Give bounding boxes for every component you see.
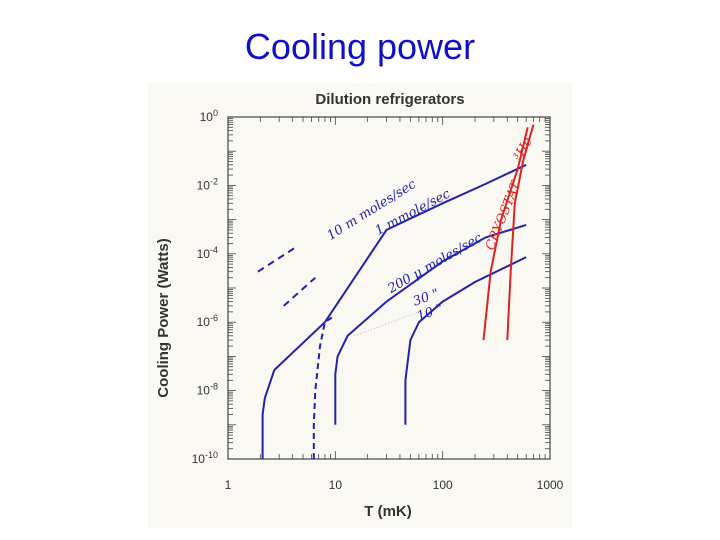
series-line-10mmoles-link — [273, 321, 326, 371]
y-tick-label: 100 — [200, 108, 218, 124]
label-cryostat: CRYOSTAT — [483, 178, 525, 252]
series-line-2 — [334, 223, 527, 425]
y-tick-label: 10-10 — [192, 450, 218, 466]
y-tick-label: 10-4 — [197, 245, 218, 261]
series-line-3 — [404, 256, 527, 425]
chart-title: Dilution refrigerators — [315, 91, 464, 108]
series-layer — [257, 124, 535, 459]
x-tick-label: 1 — [225, 478, 232, 492]
series-line-10mmoles-low — [261, 369, 276, 459]
y-axis-label: Cooling Power (Watts) — [155, 238, 172, 397]
cryostat-curve-0 — [482, 127, 529, 341]
x-tick-label: 1000 — [537, 478, 564, 492]
series-line-10mmoles — [324, 163, 527, 323]
series-dashed-extension-2 — [283, 276, 316, 307]
y-tick-label: 10-6 — [197, 313, 218, 329]
series-dashed-extension — [257, 246, 296, 273]
axis-ticks — [227, 117, 550, 460]
label-3he: ³He — [511, 135, 536, 164]
x-tick-label: 10 — [329, 478, 343, 492]
slide-title: Cooling power — [244, 26, 476, 67]
series-line-1 — [312, 314, 336, 459]
chart-figure: Dilution refrigerators 1 10 100 1000 100 10-2… — [148, 82, 572, 528]
y-tick-label: 10-8 — [197, 382, 218, 398]
tick-labels: 1 10 100 1000 100 10-2 10-4 10-6 10-8 10-10 — [192, 108, 564, 492]
dotted-connector — [354, 311, 420, 337]
cryostat-curve-1 — [506, 124, 535, 341]
x-axis-label: T (mK) — [364, 503, 412, 520]
cooling-power-chart: Dilution refrigerators 1 10 100 1000 100 10-2… — [155, 91, 564, 520]
y-tick-label: 10-2 — [197, 176, 218, 192]
x-tick-label: 100 — [433, 478, 453, 492]
